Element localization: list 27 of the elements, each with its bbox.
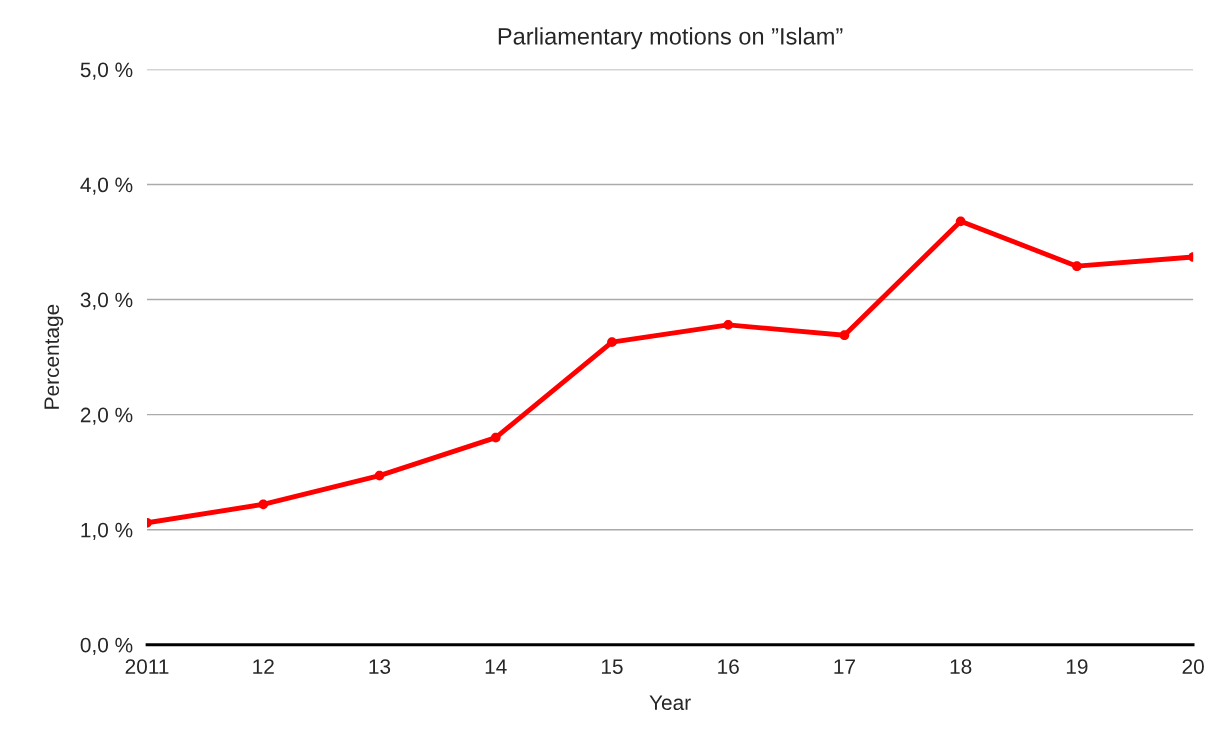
- x-tick-label: 20: [1182, 659, 1204, 674]
- point: [258, 499, 269, 510]
- point: [1072, 261, 1082, 272]
- y-tick-label: 1,0 %: [81, 522, 133, 540]
- x-tick-label: 2011: [125, 659, 169, 674]
- x-tick-label: 16: [718, 659, 739, 674]
- x-tick-label: 18: [950, 659, 972, 674]
- y-tick-label: 5,0 %: [80, 62, 133, 80]
- point: [723, 320, 734, 330]
- x-tick-label: 14: [485, 659, 507, 674]
- point: [955, 216, 966, 227]
- y-axis-title: Percentage: [44, 304, 64, 409]
- point: [839, 330, 850, 341]
- x-tick-label: 15: [601, 659, 623, 674]
- x-tick-label: 19: [1066, 659, 1088, 674]
- point: [490, 432, 501, 443]
- x-tick-label: 12: [253, 659, 274, 674]
- chart-title: Parliamentary motions on ”Islam”: [498, 27, 843, 50]
- y-tick-label: 3,0 %: [80, 292, 133, 310]
- x-tick-label: 13: [369, 659, 391, 674]
- point: [374, 470, 385, 481]
- x-tick-label: 17: [834, 659, 855, 674]
- y-tick-label: 0,0 %: [80, 637, 133, 655]
- y-tick-label: 4,0 %: [80, 177, 133, 195]
- x-axis-title: Year: [649, 695, 691, 711]
- y-tick-label: 2,0 %: [80, 407, 133, 425]
- point: [607, 337, 617, 347]
